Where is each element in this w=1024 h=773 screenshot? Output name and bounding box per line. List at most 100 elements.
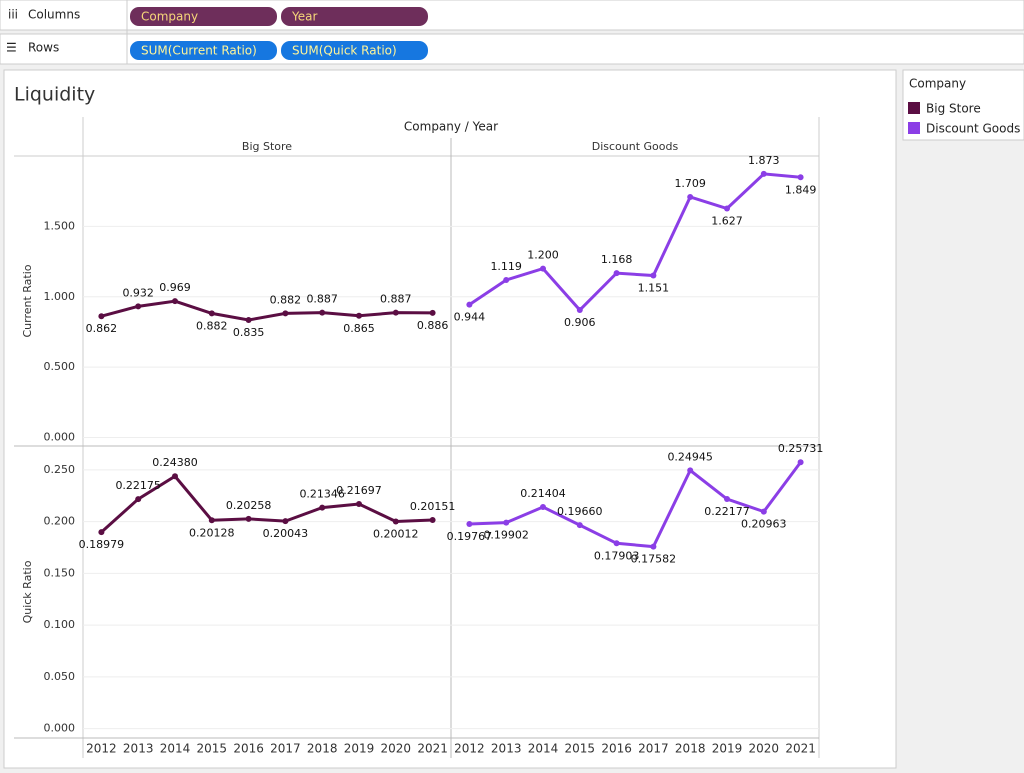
y-tick-label: 0.200: [44, 515, 76, 528]
data-label: 1.200: [527, 249, 559, 262]
point: [613, 540, 620, 547]
point: [208, 517, 215, 524]
x-tick-label: 2015: [197, 742, 228, 756]
data-label: 0.25731: [778, 442, 824, 455]
point: [98, 313, 105, 320]
x-tick-label: 2020: [749, 742, 780, 756]
data-label: 0.24380: [152, 456, 198, 469]
point: [135, 496, 142, 503]
data-label: 1.168: [601, 253, 633, 266]
point: [319, 309, 326, 316]
point: [429, 309, 436, 316]
point: [392, 518, 399, 525]
data-label: 0.887: [306, 293, 338, 306]
legend: [902, 69, 1024, 141]
y-axis-title: Current Ratio: [21, 264, 34, 337]
point: [797, 459, 804, 466]
point: [576, 522, 583, 529]
point: [650, 272, 657, 279]
x-tick-label: 2012: [454, 742, 485, 756]
data-label: 0.21404: [520, 487, 566, 500]
y-tick-label: 0.000: [44, 431, 76, 444]
data-label: 0.20043: [263, 527, 309, 540]
x-tick-label: 2014: [528, 742, 559, 756]
data-label: 0.19660: [557, 505, 603, 518]
data-label: 0.20151: [410, 500, 456, 513]
series-line: [100, 474, 433, 534]
rows-icon: ☰: [6, 41, 17, 55]
data-label: 0.22177: [704, 505, 750, 518]
y-tick-label: 0.100: [44, 618, 76, 631]
legend-title: Company: [909, 77, 966, 91]
data-label: 0.886: [417, 319, 449, 332]
pill-label[interactable]: SUM(Current Ratio): [141, 44, 257, 58]
y-tick-label: 0.500: [44, 360, 76, 373]
pane-header: Discount Goods: [592, 140, 679, 153]
point: [172, 473, 178, 480]
point: [245, 317, 252, 324]
data-label: 0.18979: [79, 538, 125, 551]
pill[interactable]: [281, 41, 428, 60]
data-label: 0.20128: [189, 526, 235, 539]
legend-label: Discount Goods: [926, 122, 1020, 136]
sheet-title: Liquidity: [14, 84, 95, 106]
point: [540, 265, 546, 272]
x-tick-label: 2021: [417, 742, 448, 756]
pane-header: Big Store: [242, 140, 292, 153]
point: [466, 521, 473, 528]
data-label: 1.709: [674, 177, 706, 190]
shelf-label: Rows: [28, 41, 59, 55]
legend-label: Big Store: [926, 102, 981, 116]
x-tick-label: 2018: [307, 742, 338, 756]
point: [540, 504, 546, 511]
point: [687, 467, 694, 474]
point: [356, 501, 362, 508]
data-label: 0.20012: [373, 527, 419, 540]
data-label: 0.19902: [483, 529, 529, 542]
point: [760, 508, 767, 515]
x-tick-label: 2019: [712, 742, 743, 756]
data-label: 1.873: [748, 154, 780, 167]
point: [356, 312, 362, 319]
data-label: 0.19767: [447, 530, 493, 543]
pill-label[interactable]: Company: [141, 10, 198, 24]
data-label: 0.21697: [336, 484, 382, 497]
pill-label[interactable]: SUM(Quick Ratio): [292, 44, 397, 58]
x-tick-label: 2015: [565, 742, 596, 756]
point: [687, 193, 694, 200]
series-line: [468, 172, 801, 313]
shelf-label: Columns: [28, 8, 80, 22]
data-label: 1.849: [785, 183, 817, 196]
point: [135, 303, 142, 310]
x-tick-label: 2013: [123, 742, 154, 756]
data-label: 0.24945: [667, 450, 713, 463]
y-tick-label: 1.000: [44, 290, 76, 303]
data-label: 0.20963: [741, 518, 787, 531]
point: [319, 504, 326, 511]
x-tick-label: 2012: [86, 742, 117, 756]
series-line: [101, 299, 433, 322]
pill[interactable]: [130, 41, 277, 60]
columns-icon: iii: [8, 8, 18, 22]
point: [282, 310, 289, 317]
pill[interactable]: [130, 7, 277, 26]
point: [613, 270, 620, 277]
data-label: 0.882: [270, 293, 302, 306]
x-tick-label: 2021: [785, 742, 816, 756]
point: [172, 298, 178, 305]
x-tick-label: 2018: [675, 742, 706, 756]
y-axis-title: Quick Ratio: [21, 560, 34, 623]
y-tick-label: 1.500: [44, 219, 76, 232]
pill-label[interactable]: Year: [291, 10, 317, 24]
point: [466, 301, 473, 308]
y-tick-label: 0.050: [44, 670, 76, 683]
data-label: 0.932: [122, 286, 154, 299]
data-label: 1.627: [711, 215, 743, 228]
point: [392, 309, 399, 316]
data-label: 0.887: [380, 293, 412, 306]
data-label: 0.862: [86, 322, 118, 335]
point: [208, 310, 215, 317]
data-label: 0.17903: [594, 549, 640, 562]
y-tick-label: 0.000: [44, 722, 76, 735]
pill[interactable]: [281, 7, 428, 26]
